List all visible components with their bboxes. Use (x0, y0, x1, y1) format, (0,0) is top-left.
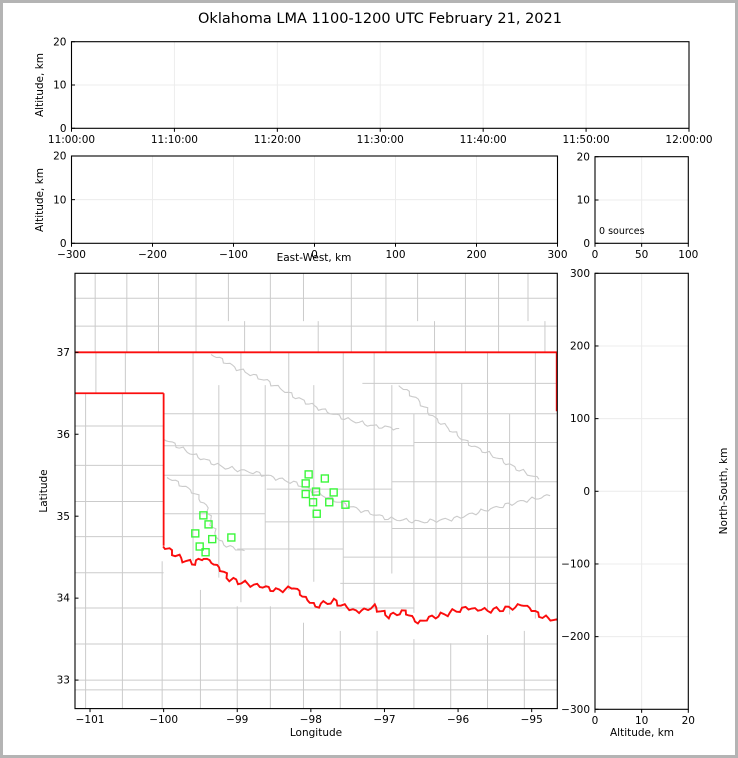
sources-count-annotation: 0 sources (599, 226, 645, 237)
svg-text:11:10:00: 11:10:00 (151, 134, 198, 146)
lma-source-marker (311, 487, 321, 496)
svg-text:20: 20 (577, 151, 590, 163)
svg-text:−100: −100 (219, 249, 248, 261)
svg-text:0: 0 (592, 715, 599, 727)
svg-text:0: 0 (60, 123, 67, 135)
svg-text:−100: −100 (561, 559, 590, 571)
lma-source-marker (301, 479, 310, 488)
lma-source-marker (304, 470, 313, 479)
svg-text:34: 34 (57, 593, 71, 605)
ew-panel-ylabel: Altitude, km (34, 168, 46, 233)
svg-text:−100: −100 (149, 714, 178, 726)
svg-text:200: 200 (570, 341, 590, 353)
svg-text:300: 300 (570, 268, 590, 280)
svg-text:0: 0 (60, 238, 67, 250)
svg-text:−97: −97 (373, 714, 395, 726)
svg-text:−200: −200 (138, 249, 167, 261)
svg-text:11:00:00: 11:00:00 (48, 134, 95, 146)
lma-source-marker (201, 548, 210, 557)
ns-panel-xlabel: Altitude, km (609, 727, 674, 739)
time-panel-ylabel: Altitude, km (34, 53, 46, 118)
lma-source-marker (308, 498, 318, 507)
lma-source-marker (191, 529, 200, 538)
svg-text:−99: −99 (226, 714, 248, 726)
svg-text:33: 33 (57, 675, 70, 687)
svg-text:11:20:00: 11:20:00 (254, 134, 301, 146)
svg-text:−101: −101 (76, 714, 105, 726)
lma-source-marker (329, 488, 338, 497)
svg-text:20: 20 (53, 36, 66, 48)
svg-text:0: 0 (583, 238, 590, 250)
lma-source-marker (312, 509, 321, 518)
svg-text:36: 36 (57, 429, 71, 441)
lma-source-marker (227, 533, 236, 542)
svg-text:100: 100 (678, 249, 698, 261)
svg-text:11:30:00: 11:30:00 (357, 134, 404, 146)
svg-text:35: 35 (57, 511, 70, 523)
svg-text:200: 200 (466, 249, 486, 261)
svg-text:0: 0 (583, 486, 590, 498)
svg-text:0: 0 (592, 249, 599, 261)
svg-text:10: 10 (577, 195, 590, 207)
map-basemap (75, 273, 558, 709)
svg-text:0: 0 (311, 249, 318, 261)
svg-text:−98: −98 (300, 714, 322, 726)
svg-text:50: 50 (635, 249, 648, 261)
lma-source-marker (341, 500, 350, 509)
panel-ns-height: 0 10 20 300 200 100 0 −100 −200 −300 (561, 268, 695, 727)
lma-source-marker (199, 511, 208, 520)
panel-alt-histogram: 0 50 100 0 10 20 (577, 151, 699, 260)
svg-text:20: 20 (682, 715, 695, 727)
svg-text:300: 300 (547, 249, 567, 261)
ew-panel-xlabel: East-West, km (276, 252, 352, 264)
lma-sources (191, 470, 350, 557)
svg-text:100: 100 (570, 413, 590, 425)
lma-source-marker (195, 542, 204, 551)
lma-source-marker (204, 520, 213, 529)
svg-text:10: 10 (635, 715, 648, 727)
svg-text:−200: −200 (561, 631, 590, 643)
svg-text:−95: −95 (521, 714, 543, 726)
lma-source-marker (301, 489, 310, 499)
svg-text:20: 20 (53, 151, 66, 163)
svg-text:10: 10 (53, 194, 66, 206)
svg-text:−300: −300 (57, 249, 86, 261)
svg-text:100: 100 (385, 249, 405, 261)
svg-text:10: 10 (53, 80, 66, 92)
svg-text:11:50:00: 11:50:00 (562, 134, 609, 146)
lma-source-marker (325, 498, 334, 507)
svg-text:11:40:00: 11:40:00 (460, 134, 507, 146)
svg-text:12:00:00: 12:00:00 (665, 134, 712, 146)
panel-ew-height: −300 −200 −100 0 100 200 300 0 10 20 (53, 151, 567, 261)
map-ylabel: Latitude (38, 469, 50, 513)
figure-title: Oklahoma LMA 1100-1200 UTC February 21, … (198, 11, 562, 27)
panel-plan-view: −101 −100 −99 −98 −97 −96 −95 37 36 35 34 33 (57, 272, 558, 726)
ns-panel-ylabel: North-South, km (718, 447, 730, 535)
lma-source-marker (320, 474, 330, 483)
svg-text:−300: −300 (561, 704, 590, 716)
svg-text:37: 37 (57, 347, 70, 359)
svg-text:−96: −96 (447, 714, 469, 726)
panel-time-height: 11:00:00 11:10:00 11:20:00 11:30:00 11:40:00… (48, 36, 713, 146)
lma-source-marker (208, 534, 217, 544)
map-xlabel: Longitude (289, 727, 343, 739)
